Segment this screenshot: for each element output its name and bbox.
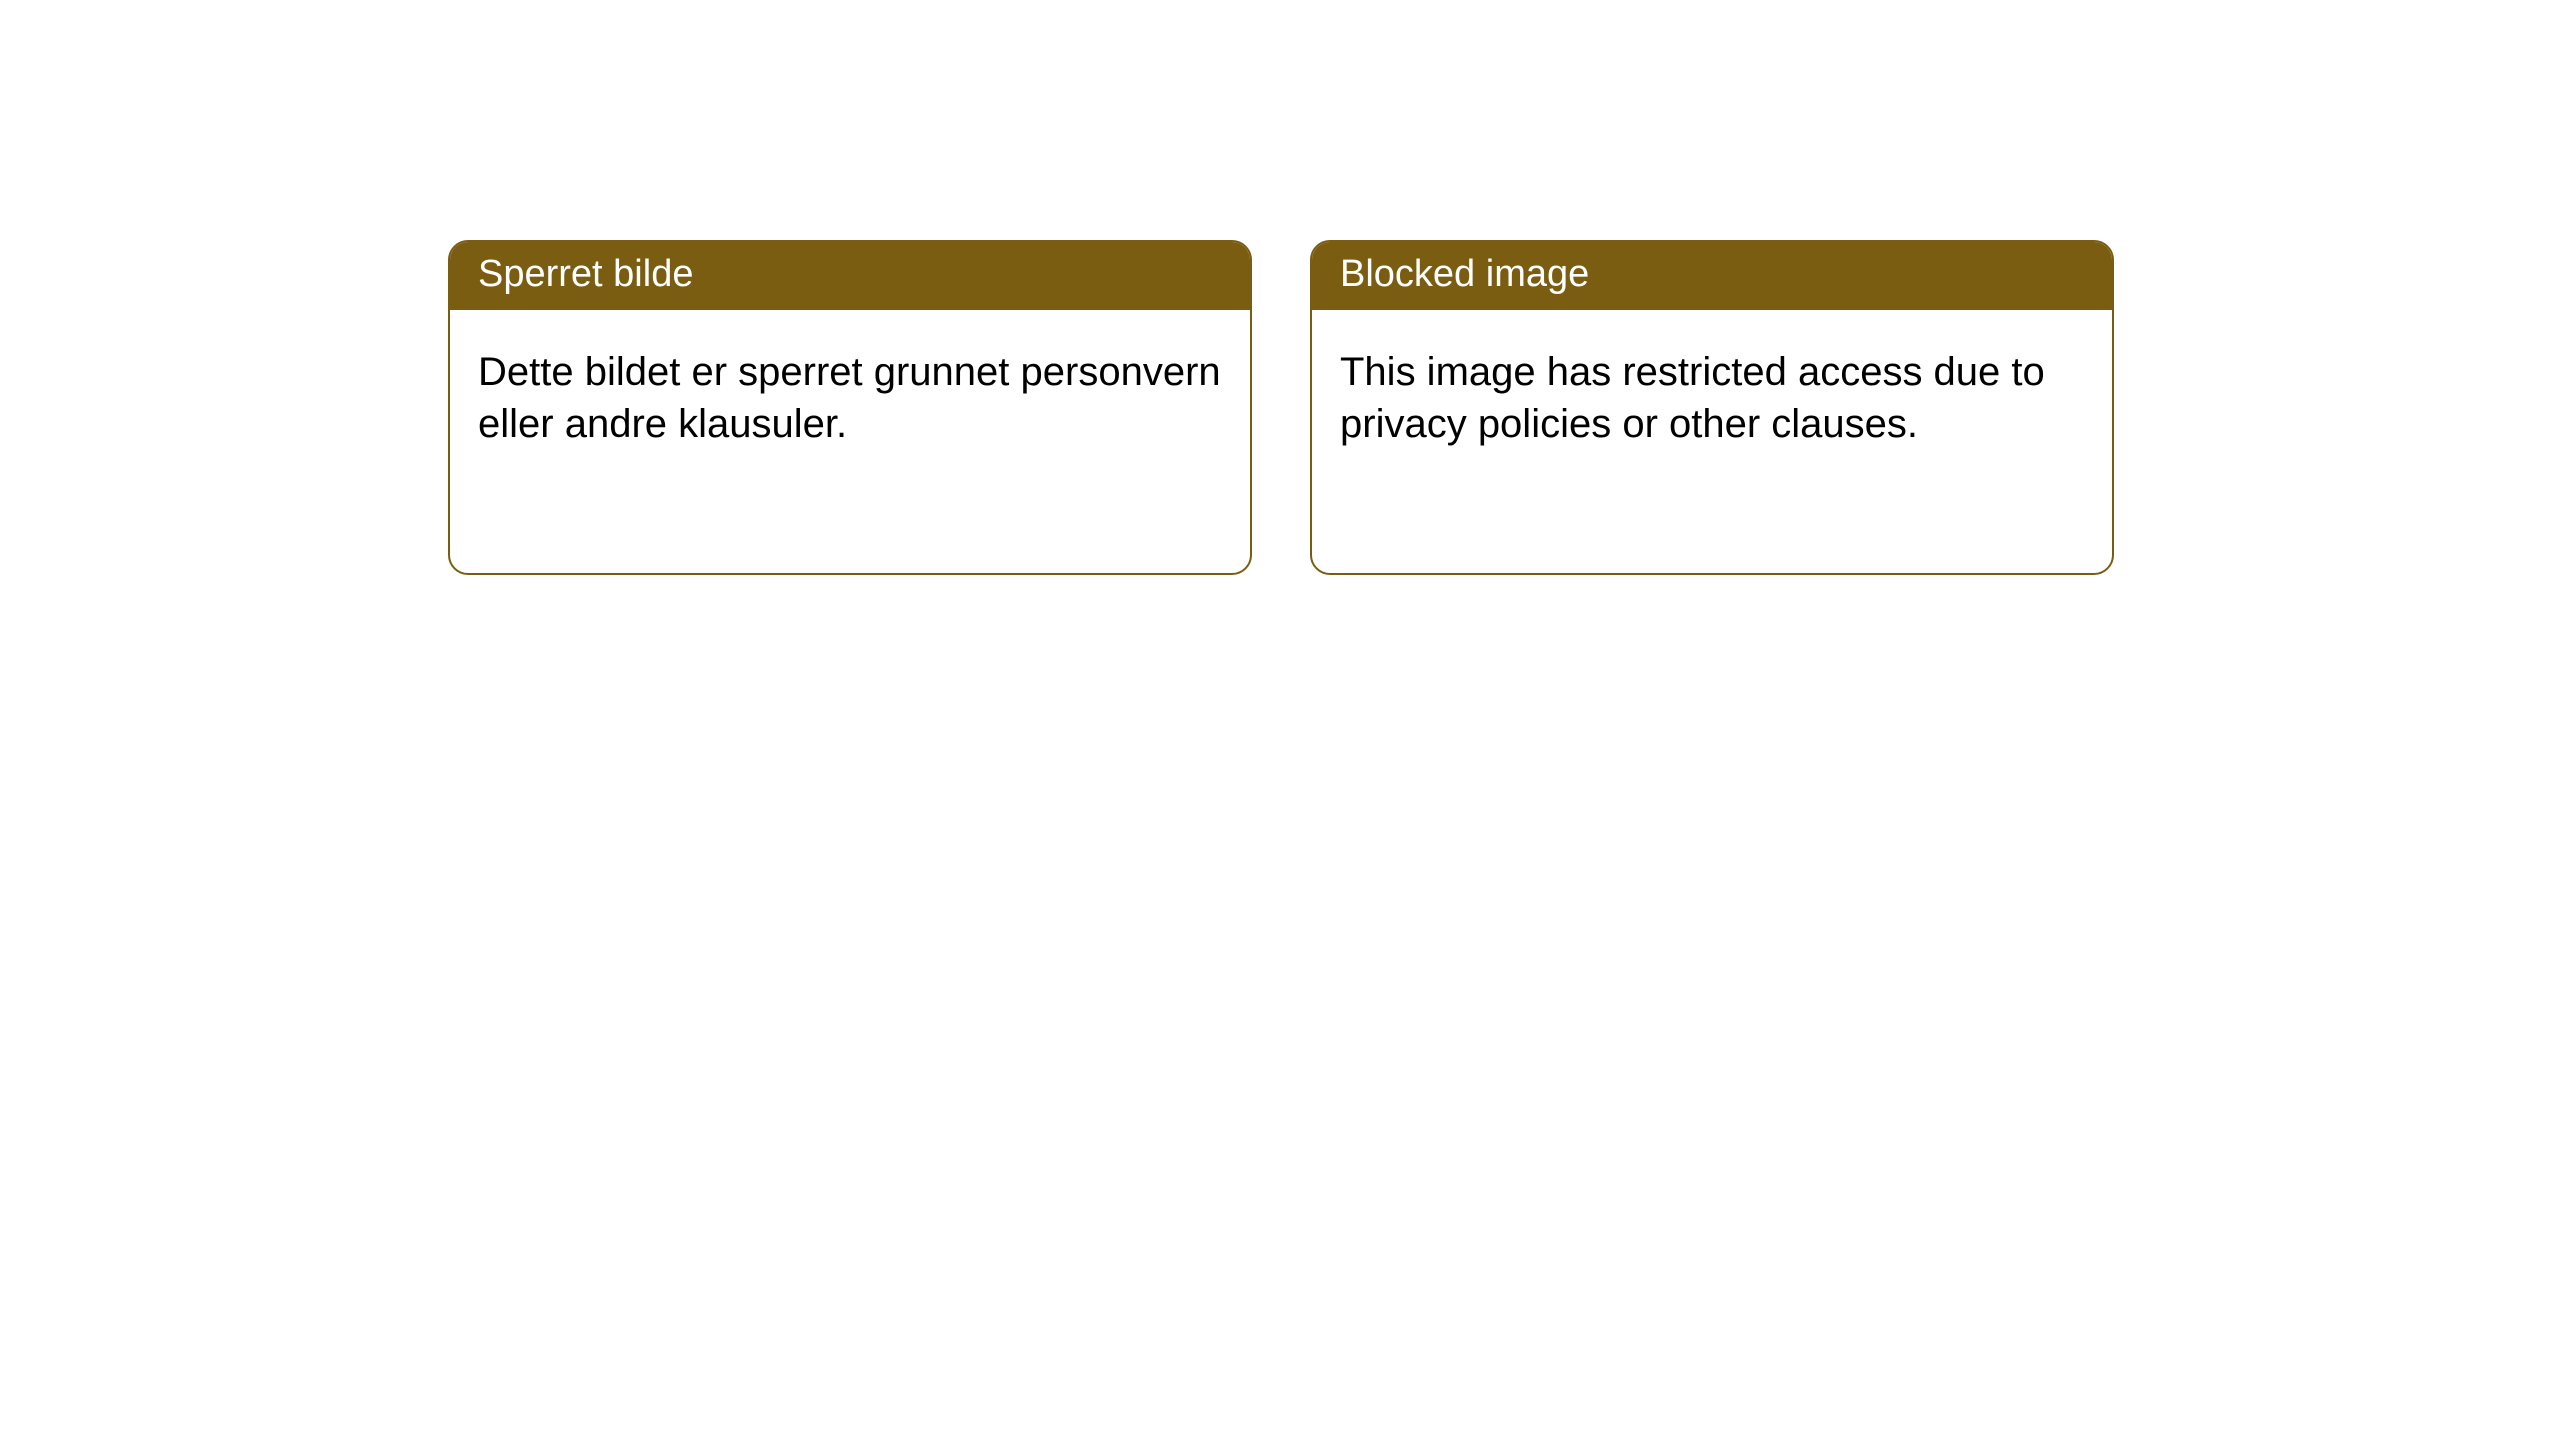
notice-card-norwegian: Sperret bilde Dette bildet er sperret gr… [448,240,1252,575]
notice-body-norwegian: Dette bildet er sperret grunnet personve… [450,310,1250,486]
notice-card-english: Blocked image This image has restricted … [1310,240,2114,575]
notice-container: Sperret bilde Dette bildet er sperret gr… [448,240,2114,575]
notice-body-english: This image has restricted access due to … [1312,310,2112,486]
notice-title-english: Blocked image [1312,242,2112,310]
notice-title-norwegian: Sperret bilde [450,242,1250,310]
